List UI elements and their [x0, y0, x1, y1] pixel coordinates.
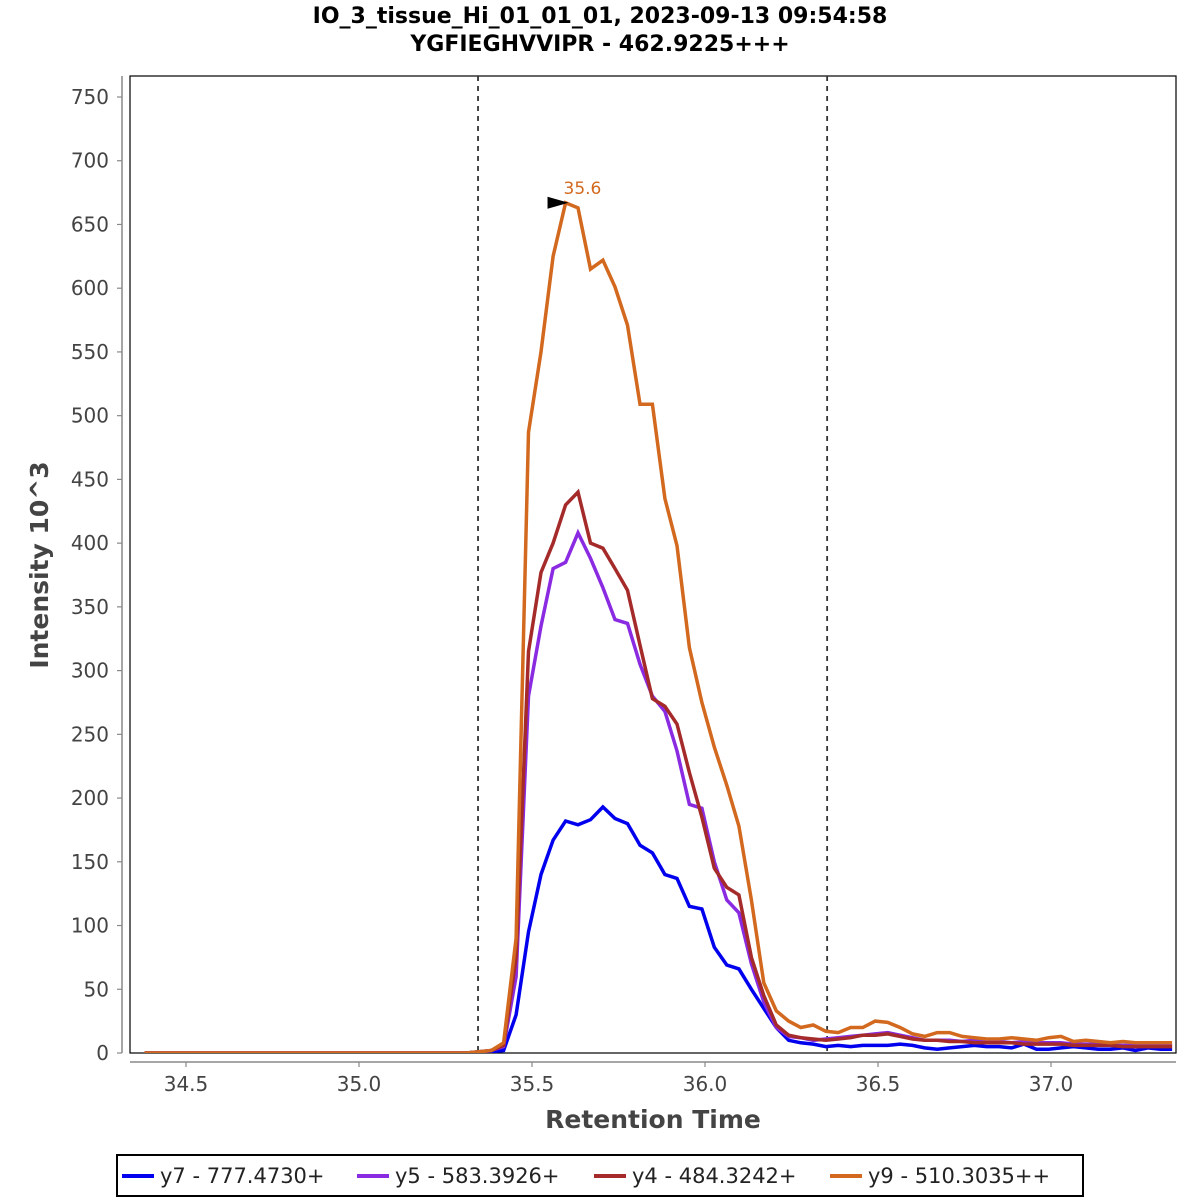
peak-annotation: 35.6: [547, 179, 602, 209]
chart-subtitle: YGFIEGHVVIPR - 462.9225+++: [409, 32, 789, 57]
y-tick-label: 700: [71, 149, 109, 173]
x-tick-label: 34.5: [164, 1072, 209, 1096]
y-axis-title: Intensity 10^3: [25, 461, 54, 668]
legend-label: y9 - 510.3035++: [868, 1164, 1050, 1188]
x-axis-title: Retention Time: [545, 1105, 761, 1134]
y-tick-label: 600: [71, 276, 109, 300]
y-tick-label: 50: [84, 977, 109, 1001]
y-tick-label: 450: [71, 467, 109, 491]
y-tick-label: 750: [71, 85, 109, 109]
legend-label: y4 - 484.3242+: [632, 1164, 797, 1188]
legend-label: y5 - 583.3926+: [395, 1164, 560, 1188]
y-tick-label: 100: [71, 914, 109, 938]
x-tick-label: 36.0: [683, 1072, 728, 1096]
peak-arrow-icon: [547, 196, 569, 209]
y-tick-label: 150: [71, 850, 109, 874]
y-tick-label: 650: [71, 212, 109, 236]
legend: y7 - 777.4730+ y5 - 583.3926+ y4 - 484.324…: [116, 1154, 1084, 1197]
y-tick-label: 200: [71, 786, 109, 810]
peak-label: 35.6: [564, 179, 602, 199]
x-tick-label: 35.0: [337, 1072, 382, 1096]
y-tick-label: 500: [71, 404, 109, 428]
x-tick-label: 35.5: [510, 1072, 555, 1096]
legend-label: y7 - 777.4730+: [160, 1164, 325, 1188]
plot-area: [129, 75, 1177, 1054]
y-tick-label: 250: [71, 722, 109, 746]
series-line-y9: [144, 200, 1173, 1053]
y-tick-label: 400: [71, 531, 109, 555]
y-tick-label: 0: [96, 1041, 109, 1065]
x-tick-label: 36.5: [856, 1072, 901, 1096]
y-tick-label: 550: [71, 340, 109, 364]
chart-title: IO_3_tissue_Hi_01_01_01, 2023-09-13 09:5…: [313, 4, 888, 29]
x-axis: 34.5 35.0 35.5 36.0 36.5 37.0: [130, 1061, 1176, 1096]
series-line-y4: [144, 488, 1173, 1053]
y-tick-label: 350: [71, 595, 109, 619]
x-tick-label: 37.0: [1029, 1072, 1074, 1096]
y-axis: 0 50 100 150 200 250 300 350 400 450 500 550 600 650 7…: [71, 76, 123, 1065]
y-tick-label: 300: [71, 659, 109, 683]
series-lines: [144, 200, 1173, 1053]
integration-boundaries: [477, 76, 829, 1053]
series-line-y7: [144, 804, 1173, 1053]
